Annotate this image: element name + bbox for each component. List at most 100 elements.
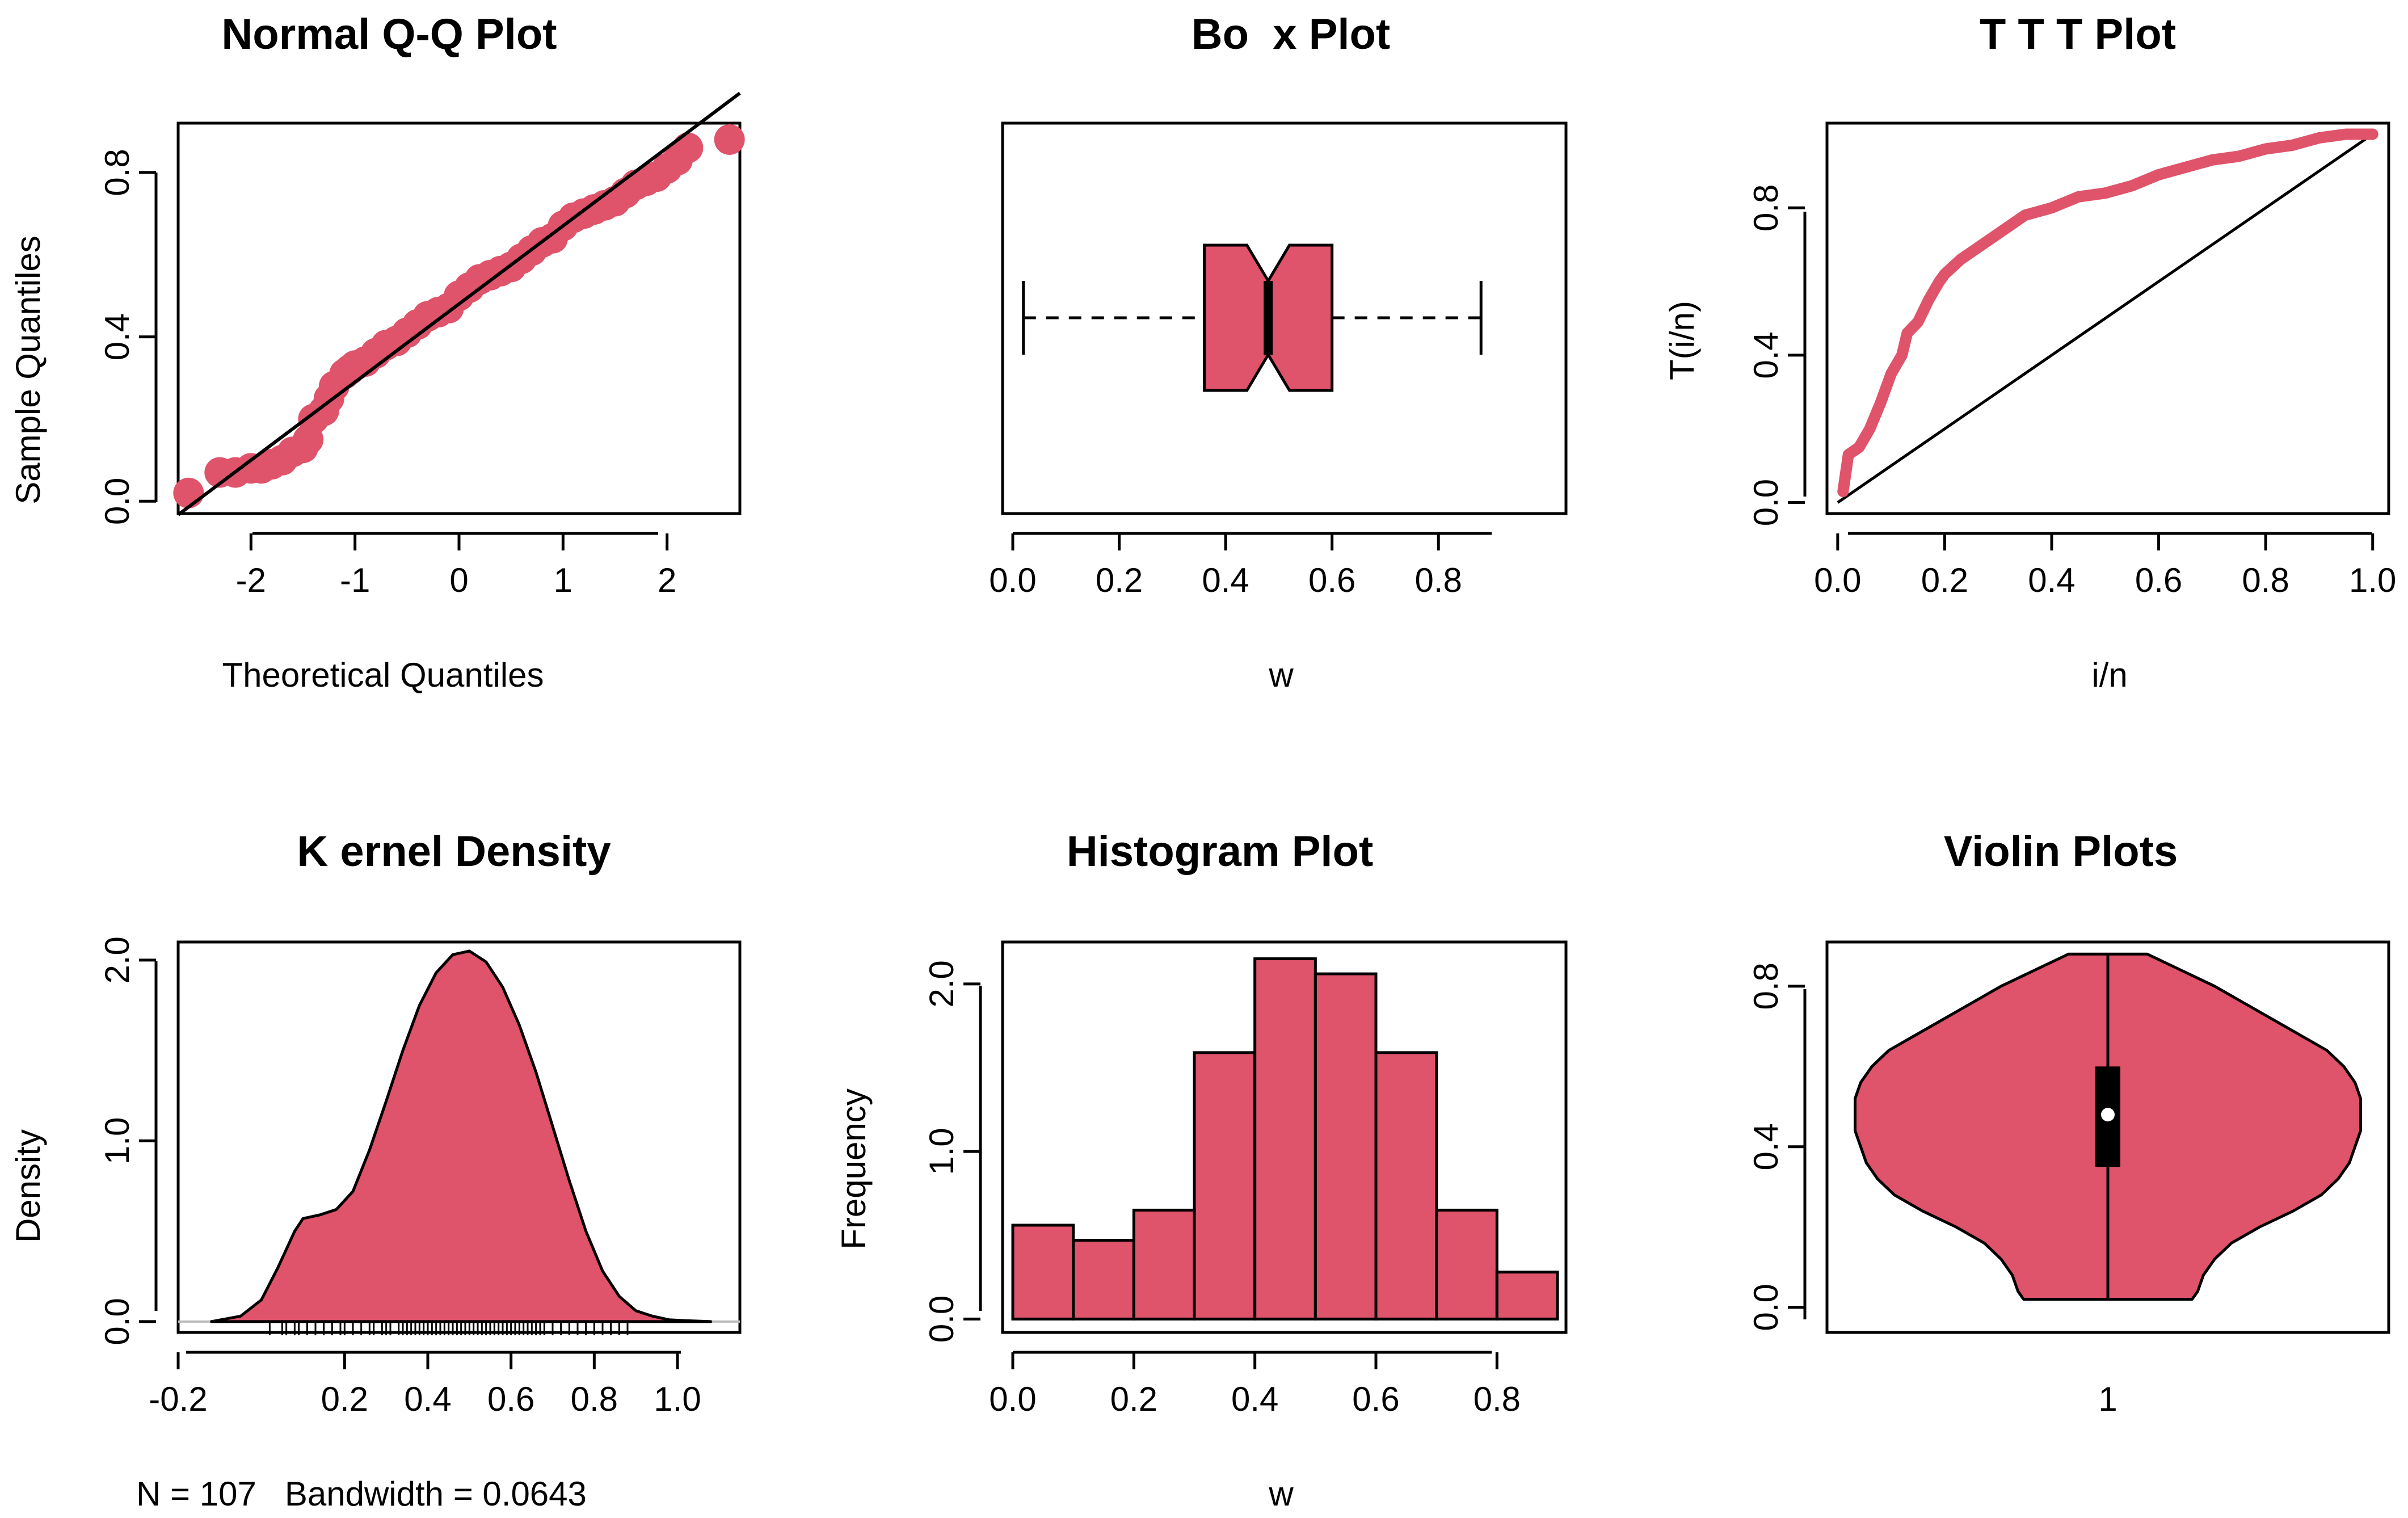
ttt-title: T T T Plot (1980, 10, 2176, 58)
kde-x-ticks: -0.2 0.2 0.4 0.6 0.8 1.0 (149, 1352, 701, 1418)
kde-panel: K ernel Density -0.2 0.2 0.4 0.6 0.8 1.0 0.0 1… (9, 827, 742, 1513)
violin-plot-frame (1825, 940, 2390, 1334)
box-x-label: w (1268, 656, 1294, 694)
kde-y-ticks: 0.0 1.0 2.0 (98, 936, 156, 1345)
hist-x-tick-label: 0.4 (1231, 1380, 1278, 1418)
hist-bar (1374, 1051, 1438, 1321)
box-title: Bo x Plot (1192, 10, 1390, 58)
qq-y-tick-label: 0.8 (98, 149, 136, 196)
box-plot-frame (1001, 121, 1568, 515)
violin-y-tick-label: 0.4 (1747, 1123, 1785, 1170)
violin-marks (1854, 952, 2362, 1301)
hist-bar (1435, 1208, 1498, 1321)
ttt-plot-frame (1825, 121, 2390, 515)
kde-x-tick-label: -0.2 (149, 1380, 207, 1418)
hist-x-tick-label: 0.8 (1474, 1380, 1521, 1418)
qq-x-label: Theoretical Quantiles (222, 656, 544, 694)
qq-x-ticks: -2 -1 0 1 2 (236, 533, 676, 599)
box-panel: Bo x Plot 0.0 0.2 0.4 0.6 0.8 w (989, 10, 1568, 694)
box-x-tick-label: 0.4 (1202, 561, 1249, 599)
violin-title: Violin Plots (1944, 827, 2178, 876)
box-x-tick-label: 0.6 (1308, 561, 1355, 599)
hist-y-tick-label: 2.0 (923, 960, 961, 1007)
violin-median-dot (2101, 1108, 2115, 1122)
qq-panel: Normal Q-Q Plot -2 -1 0 1 2 0.0 0.4 0.8 Theore… (9, 10, 745, 694)
violin-panel: Violin Plots 1 0.0 0.4 0.8 (1747, 827, 2390, 1418)
violin-x-tick-label: 1 (2098, 1380, 2117, 1418)
qq-y-label: Sample Quantiles (9, 236, 47, 504)
kde-title: K ernel Density (297, 827, 611, 876)
ttt-y-tick-label: 0.8 (1747, 184, 1785, 232)
qq-x-tick-label: 1 (554, 561, 572, 599)
violin-y-ticks: 0.0 0.4 0.8 (1747, 962, 1805, 1331)
ttt-panel: T T T Plot 0.0 0.2 0.4 0.6 0.8 1.0 0.00.40.8 … (1663, 10, 2396, 694)
violin-x-ticks: 1 (2098, 1380, 2117, 1418)
kde-plot-frame (176, 940, 742, 1334)
kde-density-area (210, 949, 713, 1323)
ttt-y-ticks: 0.0 0.4 0.8 (1747, 184, 1805, 526)
kde-subtitle: N = 107 Bandwidth = 0.0643 (136, 1475, 587, 1513)
qq-point (173, 477, 204, 508)
kde-x-tick-label: 0.8 (571, 1380, 618, 1418)
kde-y-tick-label: 0.0 (98, 1298, 136, 1345)
kde-y-tick-label: 2.0 (98, 936, 136, 983)
qq-x-tick-label: -1 (340, 561, 370, 599)
hist-y-tick-label: 1.0 (923, 1128, 961, 1175)
hist-bar (1132, 1208, 1196, 1321)
hist-panel: Histogram Plot 0.0 0.2 0.4 0.6 0.8 0.0 1.0 2.0… (835, 827, 1568, 1513)
box-x-tick-label: 0.0 (989, 561, 1036, 599)
ttt-x-tick-label: 0.4 (2028, 561, 2075, 599)
ttt-x-tick-label: 0.6 (2135, 561, 2182, 599)
hist-x-tick-label: 0.2 (1110, 1380, 1157, 1418)
ttt-x-tick-label: 1.0 (2349, 561, 2396, 599)
box-x-ticks: 0.0 0.2 0.4 0.6 0.8 (989, 533, 1462, 599)
qq-y-tick-label: 0.0 (98, 478, 136, 525)
hist-x-label: w (1268, 1475, 1294, 1513)
ttt-x-ticks: 0.0 0.2 0.4 0.6 0.8 1.0 (1814, 533, 2396, 599)
hist-bar (1253, 957, 1317, 1321)
qq-y-tick-label: 0.4 (98, 313, 136, 360)
qq-x-tick-label: 2 (658, 561, 676, 599)
ttt-x-tick-label: 0.0 (1814, 561, 1861, 599)
qq-y-ticks: 0.0 0.4 0.8 (98, 149, 156, 525)
ttt-marks (1837, 128, 2378, 504)
kde-x-tick-label: 0.4 (404, 1380, 451, 1418)
qq-title: Normal Q-Q Plot (221, 10, 557, 58)
ttt-x-tick-label: 0.2 (1921, 561, 1968, 599)
qq-x-tick-label: -2 (236, 561, 266, 599)
ttt-x-tick-label: 0.8 (2242, 561, 2289, 599)
violin-y-tick-label: 0.0 (1747, 1284, 1785, 1331)
hist-y-ticks: 0.0 1.0 2.0 (923, 960, 980, 1343)
kde-x-tick-label: 0.2 (321, 1380, 368, 1418)
box-marks (1022, 243, 1483, 392)
hist-x-ticks: 0.0 0.2 0.4 0.6 0.8 (989, 1352, 1521, 1418)
hist-bar (1011, 1223, 1075, 1321)
hist-x-tick-label: 0.0 (989, 1380, 1036, 1418)
hist-x-tick-label: 0.6 (1352, 1380, 1399, 1418)
hist-y-label: Frequency (835, 1088, 873, 1249)
qq-plot-frame (176, 121, 742, 515)
ttt-series-line (1837, 128, 2378, 498)
box-x-tick-label: 0.8 (1415, 561, 1462, 599)
hist-bar (1193, 1051, 1257, 1321)
hist-y-tick-label: 0.0 (923, 1296, 961, 1343)
qq-x-tick-label: 0 (449, 561, 468, 599)
kde-y-label: Density (9, 1129, 47, 1243)
kde-marks (178, 949, 740, 1335)
kde-x-tick-label: 1.0 (654, 1380, 701, 1418)
ttt-reference-line (1837, 133, 2374, 504)
violin-y-tick-label: 0.8 (1747, 962, 1785, 1010)
ttt-y-tick-label: 0.4 (1747, 331, 1785, 379)
qq-reference-line (177, 91, 741, 516)
hist-title: Histogram Plot (1067, 827, 1374, 876)
kde-y-tick-label: 1.0 (98, 1117, 136, 1164)
hist-bar (1495, 1271, 1559, 1321)
kde-x-tick-label: 0.6 (487, 1380, 534, 1418)
qq-marks (173, 91, 745, 516)
hist-plot-frame (1001, 940, 1568, 1334)
ttt-x-label: i/n (2091, 656, 2127, 694)
qq-point (714, 124, 745, 155)
box-x-tick-label: 0.2 (1096, 561, 1143, 599)
hist-marks (1011, 957, 1559, 1321)
